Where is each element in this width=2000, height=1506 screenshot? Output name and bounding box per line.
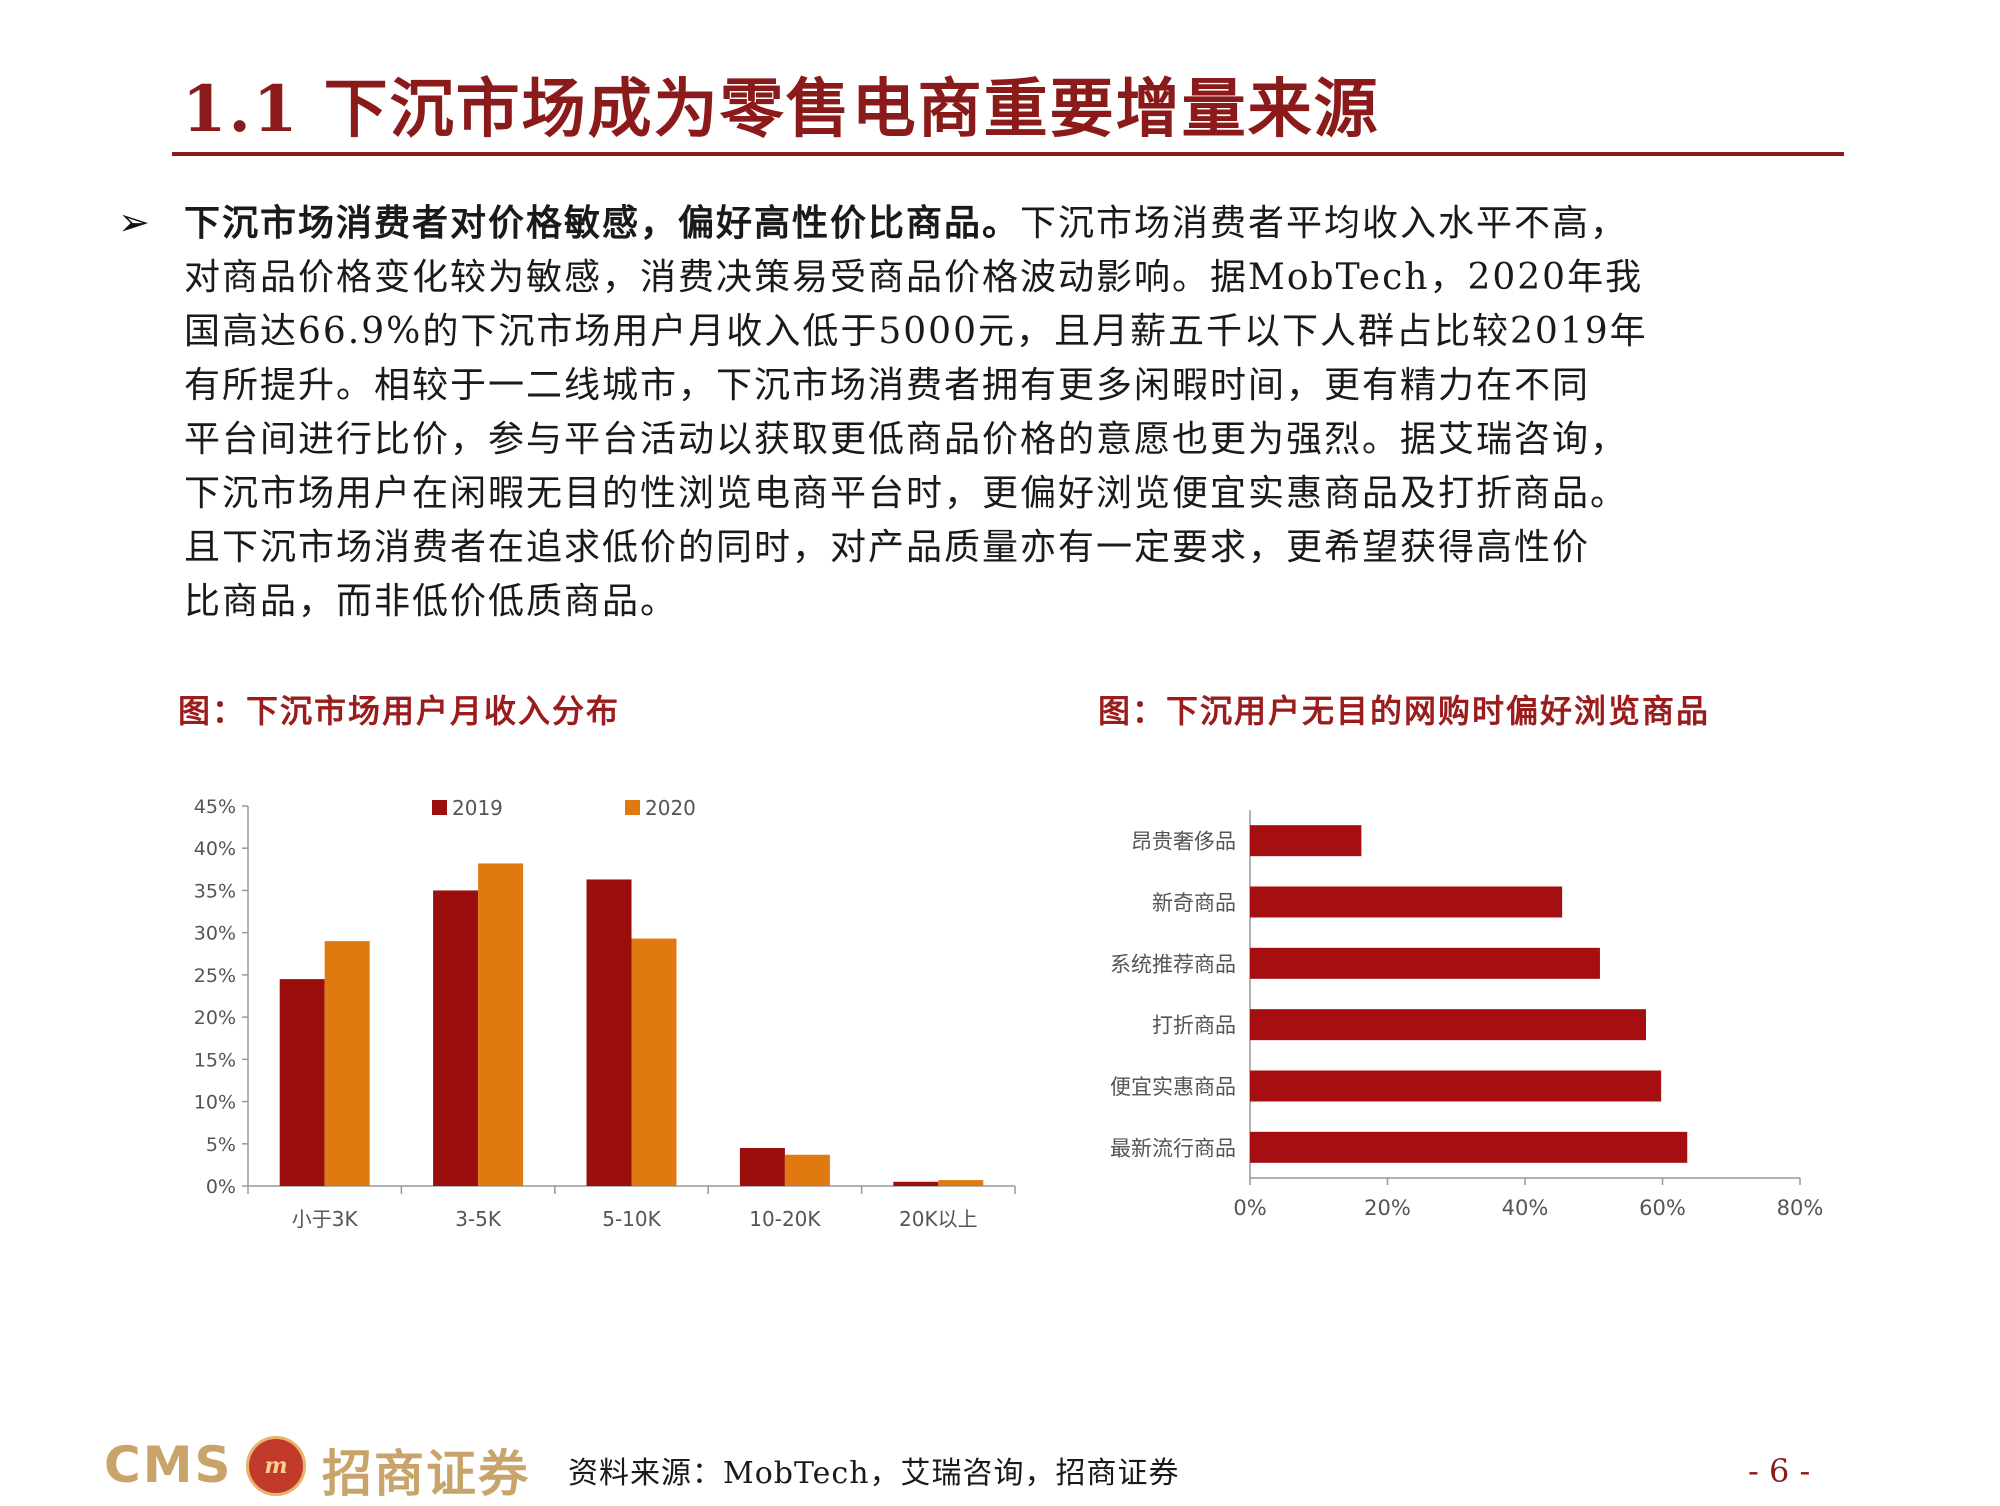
bar-2020 [324,941,370,1186]
y-tick-label: 最新流行商品 [1110,1136,1236,1160]
x-tick-label: 40% [1502,1196,1549,1220]
income-chart-caption: 图：下沉市场用户月收入分布 [178,692,621,730]
bar [1250,947,1600,979]
page-title: 1.1 下沉市场成为零售电商重要增量来源 [182,72,1380,147]
income-distribution-chart: 0% 5% 10% 15% 20% 25% 30% 35% 40% 45% 小于3K 3-5K 5-10… [194,796,1016,1231]
y-tick-label: 45% [194,796,236,818]
logo-seal-icon: m [246,1436,306,1496]
paragraph-line: 下沉市场消费者对价格敏感，偏好高性价比商品。下沉市场消费者平均收入水平不高， [184,196,1864,251]
y-tick-label: 15% [194,1049,236,1071]
bar-2020 [784,1154,830,1186]
bar-2019 [279,979,325,1186]
x-tick-label: 20% [1364,1196,1411,1220]
paragraph-line: 且下沉市场消费者在追求低价的同时，对产品质量亦有一定要求，更希望获得高性价 [184,527,1591,568]
y-tick-label: 25% [194,965,236,987]
bullet-paragraph: 下沉市场消费者对价格敏感，偏好高性价比商品。下沉市场消费者平均收入水平不高， 对… [184,196,1864,629]
y-tick-label: 40% [194,838,236,860]
source-note: 资料来源：MobTech，艾瑞咨询，招商证券 [568,1456,1180,1491]
y-tick-label: 昂贵奢侈品 [1131,830,1236,854]
x-tick-label: 80% [1777,1196,1824,1220]
y-tick-label: 0% [206,1176,236,1198]
bar-2019 [433,890,479,1186]
paragraph-line: 有所提升。相较于一二线城市，下沉市场消费者拥有更多闲暇时间，更有精力在不同 [184,365,1591,406]
bar [1250,1070,1662,1102]
y-tick-label: 30% [194,923,236,945]
x-tick-label: 60% [1639,1196,1686,1220]
y-tick-label: 系统推荐商品 [1110,952,1236,976]
y-tick-label: 10% [194,1092,236,1114]
y-tick-label: 35% [194,880,236,902]
bar [1250,1131,1688,1163]
legend-label: 2019 [452,796,503,820]
bar [1250,1009,1646,1041]
title-divider [172,152,1844,156]
y-tick-label: 便宜实惠商品 [1110,1075,1236,1099]
x-tick-label: 0% [1233,1196,1266,1220]
paragraph-line: 下沉市场用户在闲暇无目的性浏览电商平台时，更偏好浏览便宜实惠商品及打折商品。 [184,473,1629,514]
logo-latin-text: CMS [104,1436,233,1494]
preferred-goods-chart: 0% 20% 40% 60% 80% 昂贵奢侈品新奇商品系统推荐商品打折商品便宜实惠商品最… [1110,810,1824,1220]
x-tick-label: 20K以上 [899,1207,978,1231]
paragraph-lead: 下沉市场消费者对价格敏感，偏好高性价比商品。 [184,202,1021,244]
paragraph-line: 比商品，而非低价低质商品。 [184,581,679,622]
paragraph-line: 平台间进行比价，参与平台活动以获取更低商品价格的意愿也更为强烈。据艾瑞咨询， [184,419,1629,460]
bar [1250,825,1362,857]
logo-chinese-text: 招商证券 [322,1444,530,1503]
y-tick-label: 新奇商品 [1152,891,1236,915]
y-tick-label: 5% [206,1134,236,1156]
paragraph-line: 国高达66.9%的下沉市场用户月收入低于5000元，且月薪五千以下人群占比较20… [184,311,1648,352]
legend-swatch [625,800,640,815]
bar-2019 [739,1148,785,1186]
cms-logo: CMS m 招商证券 [104,1432,544,1503]
x-tick-label: 3-5K [455,1207,502,1231]
bar-2020 [478,863,524,1186]
x-tick-label: 10-20K [749,1207,821,1231]
x-tick-label: 小于3K [292,1207,359,1231]
bar-2019 [586,879,632,1186]
bar [1250,886,1563,918]
bullet-arrow-icon: ➢ [118,200,150,244]
y-tick-label: 打折商品 [1152,1014,1236,1038]
bar-2020 [631,938,677,1186]
legend-label: 2020 [645,796,696,820]
paragraph-line-rest: 下沉市场消费者平均收入水平不高， [1020,203,1629,244]
y-tick-label: 20% [194,1007,236,1029]
bar-2020 [938,1180,984,1186]
bar-2019 [893,1181,939,1186]
legend-swatch [432,800,447,815]
x-tick-label: 5-10K [602,1207,661,1231]
paragraph-line: 对商品价格变化较为敏感，消费决策易受商品价格波动影响。据MobTech，2020… [184,257,1644,298]
page-number: - 6 - [1748,1452,1811,1490]
browse-chart-caption: 图：下沉用户无目的网购时偏好浏览商品 [1098,692,1711,730]
